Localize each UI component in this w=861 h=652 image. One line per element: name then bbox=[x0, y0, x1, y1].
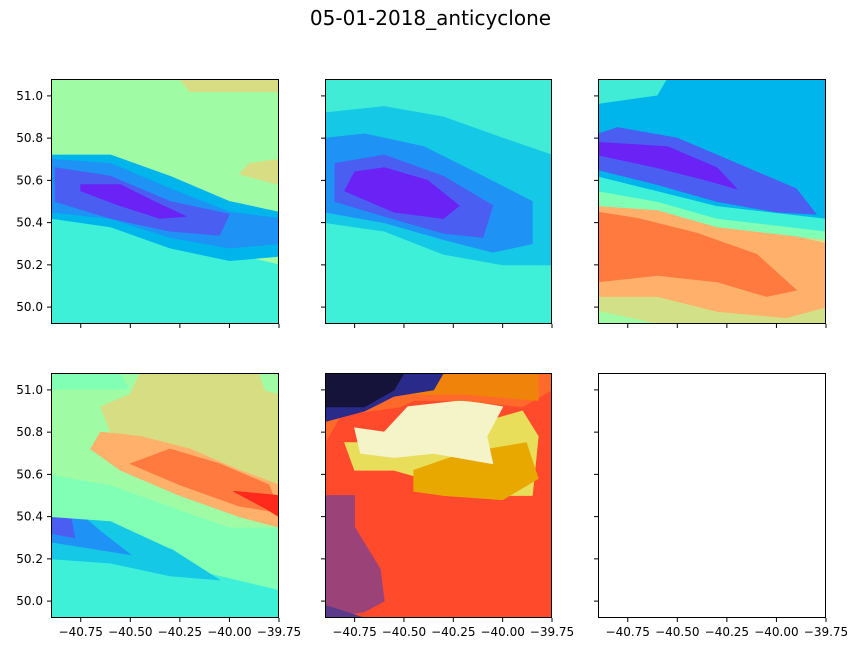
axes-frame bbox=[325, 373, 552, 618]
panel-5: −40.75 −40.50 −40.25 −40.00 −39.75 bbox=[321, 373, 574, 639]
y-tick-label: 50.4 bbox=[16, 216, 43, 230]
x-tick-label: −39.75 bbox=[530, 625, 574, 639]
y-tick-label: 50.0 bbox=[16, 594, 43, 608]
contour-band bbox=[233, 490, 279, 518]
y-tick-label: 50.6 bbox=[16, 467, 43, 481]
contour-band bbox=[598, 310, 658, 324]
contour-band bbox=[598, 141, 739, 190]
y-tick-label: 51.0 bbox=[16, 89, 43, 103]
x-tick-label: −39.75 bbox=[257, 625, 301, 639]
x-tick-label: −40.00 bbox=[207, 625, 251, 639]
x-tick-label: −40.00 bbox=[480, 625, 524, 639]
contour-band bbox=[80, 184, 188, 219]
x-tick-label: −40.25 bbox=[158, 625, 202, 639]
x-tick-label: −40.75 bbox=[59, 625, 103, 639]
contour-fill bbox=[598, 373, 826, 618]
contour-band bbox=[598, 211, 798, 297]
contour-band bbox=[179, 79, 279, 93]
y-tick-label: 50.8 bbox=[16, 425, 43, 439]
y-tick-label: 51.0 bbox=[16, 383, 43, 397]
panel-4: −40.75 −40.50 −40.25 −40.00 −39.75 50.0 50.2 50… bbox=[16, 373, 301, 639]
y-tick-label: 50.6 bbox=[16, 173, 43, 187]
y-tick-label: 50.2 bbox=[16, 258, 43, 272]
axes-frame bbox=[598, 373, 826, 618]
figure-title: 05-01-2018_anticyclone bbox=[309, 6, 552, 30]
x-tick-label: −39.75 bbox=[804, 625, 848, 639]
axes-frame bbox=[325, 79, 552, 324]
panel-1: 50.0 50.2 50.4 50.6 50.8 51.0 bbox=[16, 79, 280, 328]
y-tick-label: 50.0 bbox=[16, 300, 43, 314]
x-tick-label: −40.25 bbox=[431, 625, 475, 639]
y-tick-label: 50.8 bbox=[16, 131, 43, 145]
axes-frame bbox=[51, 79, 279, 324]
y-tick-label: 50.4 bbox=[16, 510, 43, 524]
contour-band bbox=[354, 400, 504, 465]
x-tick-label: −40.75 bbox=[606, 625, 650, 639]
x-tick-label: −40.00 bbox=[754, 625, 798, 639]
contour-band bbox=[258, 373, 279, 395]
contour-band bbox=[238, 158, 279, 186]
axes-frame bbox=[51, 373, 279, 618]
panel-2 bbox=[321, 79, 553, 328]
x-tick-label: −40.25 bbox=[705, 625, 749, 639]
contour-band bbox=[325, 604, 365, 618]
panel-3 bbox=[594, 79, 827, 328]
contour-band bbox=[344, 167, 460, 219]
x-tick-label: −40.75 bbox=[332, 625, 376, 639]
y-tick-label: 50.2 bbox=[16, 552, 43, 566]
contour-band bbox=[325, 373, 405, 408]
x-tick-label: −40.50 bbox=[655, 625, 699, 639]
x-tick-label: −40.50 bbox=[382, 625, 426, 639]
panel-6: −40.75 −40.50 −40.25 −40.00 −39.75 bbox=[594, 373, 848, 639]
x-tick-label: −40.50 bbox=[108, 625, 152, 639]
axes-frame bbox=[598, 79, 826, 324]
